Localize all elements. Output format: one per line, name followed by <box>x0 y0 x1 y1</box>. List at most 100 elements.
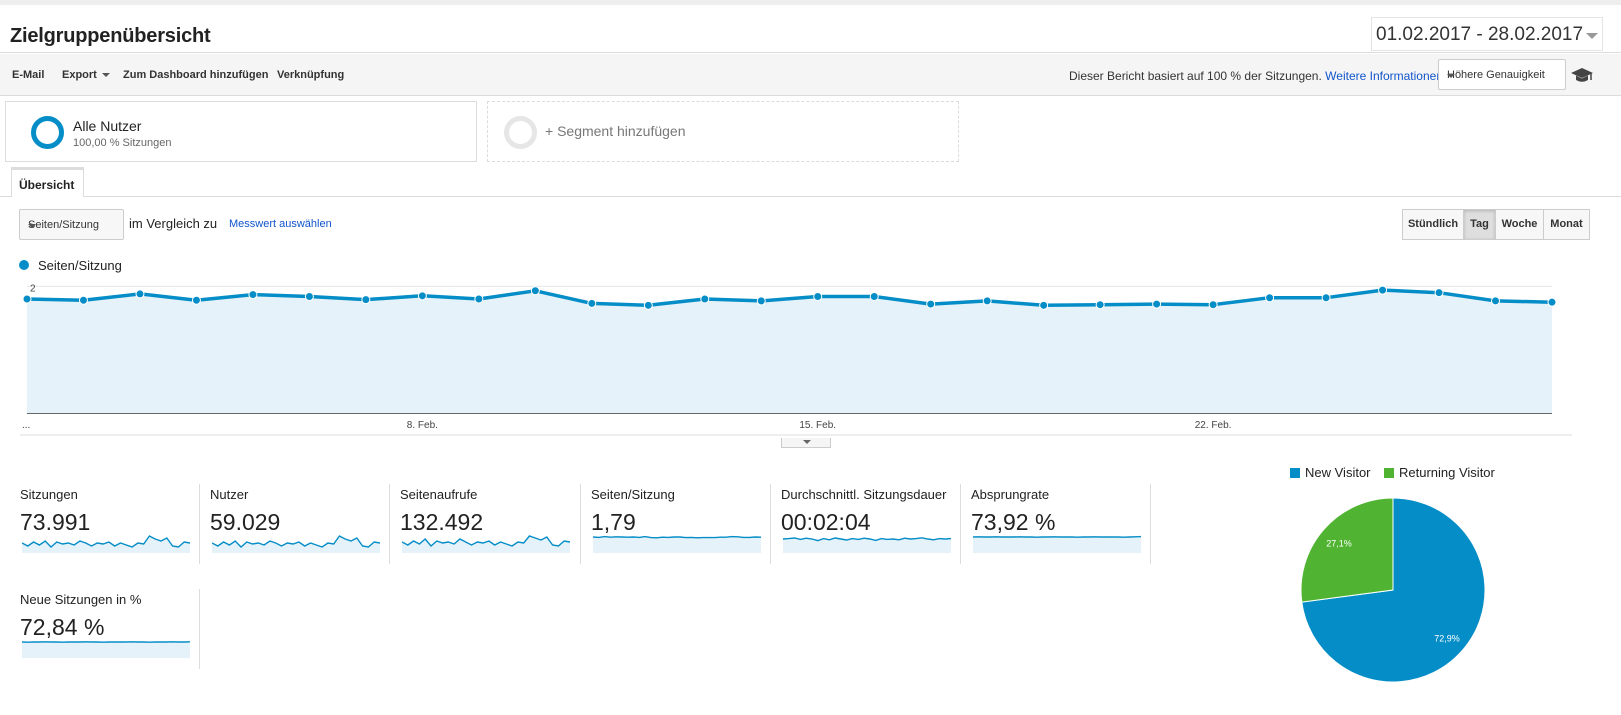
metric-select[interactable]: Seiten/Sitzung <box>19 209 124 240</box>
visitor-type-pie: 72,9% 27,1% <box>1300 497 1486 683</box>
data-point[interactable] <box>474 294 484 304</box>
granularity-month-button[interactable]: Monat <box>1543 209 1590 240</box>
data-point[interactable] <box>417 291 427 301</box>
data-point[interactable] <box>78 295 88 305</box>
scorecard[interactable]: Sitzungen 73.991 <box>20 487 205 569</box>
sparkline-area <box>593 536 761 553</box>
date-range-picker[interactable]: 01.02.2017 - 28.02.2017 <box>1371 17 1603 51</box>
tab-overview[interactable]: Übersicht <box>11 167 84 197</box>
data-point[interactable] <box>530 286 540 296</box>
tab-overview-label: Übersicht <box>19 178 75 192</box>
scorecard[interactable]: Seiten/Sitzung 1,79 <box>591 487 776 569</box>
data-point[interactable] <box>1039 300 1049 310</box>
scorecard-divider <box>1150 484 1151 564</box>
scorecard-label: Seiten/Sitzung <box>591 487 675 502</box>
series-area <box>27 290 1552 413</box>
scorecard-label: Nutzer <box>210 487 249 502</box>
data-point[interactable] <box>1321 293 1331 303</box>
data-point[interactable] <box>869 291 879 301</box>
y-tick-label: 2 <box>30 283 36 294</box>
scorecard-value: 73,92 % <box>971 509 1056 535</box>
scorecard-divider <box>199 589 200 669</box>
pages-per-session-chart: 21 ...8. Feb.15. Feb.22. Feb. <box>20 283 1572 436</box>
data-point[interactable] <box>1095 300 1105 310</box>
date-range-text: 01.02.2017 - 28.02.2017 <box>1376 24 1584 45</box>
x-tick-label: 22. Feb. <box>1195 420 1232 431</box>
x-tick-label: 15. Feb. <box>799 420 836 431</box>
data-point[interactable] <box>248 290 258 300</box>
data-point[interactable] <box>191 295 201 305</box>
data-point[interactable] <box>1491 296 1501 306</box>
sparkline-area <box>402 536 570 553</box>
pie-slice[interactable] <box>1300 497 1394 603</box>
scorecard[interactable]: Seitenaufrufe 132.492 <box>400 487 585 569</box>
pie-legend-new-label: New Visitor <box>1305 465 1371 480</box>
more-info-link[interactable]: Weitere Informationen <box>1325 69 1443 83</box>
granularity-week-button[interactable]: Woche <box>1495 209 1544 240</box>
data-point[interactable] <box>304 291 314 301</box>
data-point[interactable] <box>813 291 823 301</box>
data-point[interactable] <box>926 299 936 309</box>
sparkline-line <box>593 535 761 539</box>
data-point[interactable] <box>587 298 597 308</box>
granularity-hourly-button[interactable]: Stündlich <box>1402 209 1464 240</box>
data-point[interactable] <box>1547 297 1557 307</box>
segment-ring-icon <box>31 116 64 149</box>
scorecard-divider <box>960 484 961 564</box>
scorecard[interactable]: Neue Sitzungen in % 72,84 % <box>20 592 205 674</box>
data-point[interactable] <box>135 289 145 299</box>
chevron-down-icon <box>28 224 36 228</box>
sparkline <box>402 535 570 553</box>
report-header: Zielgruppenübersicht 01.02.2017 - 28.02.… <box>0 5 1621 53</box>
sparkline-area <box>973 536 1141 553</box>
scorecard-divider <box>580 484 581 564</box>
segment-all-users[interactable]: Alle Nutzer 100,00 % Sitzungen <box>5 101 477 162</box>
tab-bar-line <box>0 196 1621 197</box>
shortcut-button[interactable]: Verknüpfung <box>277 69 345 81</box>
data-point[interactable] <box>22 294 32 304</box>
chart-collapse-handle[interactable] <box>781 438 831 448</box>
chevron-down-icon <box>1447 74 1455 78</box>
chevron-down-icon <box>1586 33 1598 39</box>
add-segment-box[interactable]: + Segment hinzufügen <box>487 101 959 162</box>
data-point[interactable] <box>982 296 992 306</box>
pie-data-label: 72,9% <box>1434 633 1460 643</box>
data-point[interactable] <box>1434 288 1444 298</box>
sampling-note: Dieser Bericht basiert auf 100 % der Sit… <box>1069 69 1443 83</box>
scorecard-value: 73.991 <box>20 509 91 535</box>
pie-legend-returning-label: Returning Visitor <box>1399 465 1495 480</box>
pie-data-label: 27,1% <box>1326 539 1352 549</box>
sparkline <box>212 535 380 553</box>
data-point[interactable] <box>1208 300 1218 310</box>
data-point[interactable] <box>1378 285 1388 295</box>
x-tick-label: ... <box>22 420 30 431</box>
scorecard-label: Absprungrate <box>971 487 1050 502</box>
sparkline <box>593 535 761 553</box>
sparkline-area <box>22 641 190 658</box>
email-button[interactable]: E-Mail <box>12 69 45 81</box>
data-point[interactable] <box>1152 299 1162 309</box>
data-point[interactable] <box>643 300 653 310</box>
sparkline <box>973 535 1141 553</box>
graduation-cap-icon[interactable] <box>1570 65 1594 85</box>
scorecard[interactable]: Absprungrate 73,92 % <box>971 487 1156 569</box>
sampling-note-text: Dieser Bericht basiert auf 100 % der Sit… <box>1069 69 1322 83</box>
export-label: Export <box>62 69 97 81</box>
select-metric-link[interactable]: Messwert auswählen <box>229 218 332 230</box>
data-point[interactable] <box>1265 293 1275 303</box>
scorecard[interactable]: Durchschnittl. Sitzungsdauer 00:02:04 <box>781 487 966 569</box>
data-point[interactable] <box>361 295 371 305</box>
accuracy-select[interactable]: Höhere Genauigkeit <box>1438 59 1566 90</box>
legend-swatch <box>1290 468 1300 478</box>
scorecard-value: 1,79 <box>591 509 636 535</box>
scorecard-value: 72,84 % <box>20 614 105 640</box>
data-point[interactable] <box>700 294 710 304</box>
export-button[interactable]: Export <box>62 69 110 81</box>
add-to-dashboard-button[interactable]: Zum Dashboard hinzufügen <box>123 69 269 81</box>
scorecard[interactable]: Nutzer 59.029 <box>210 487 395 569</box>
sparkline-line <box>22 535 190 548</box>
granularity-day-button[interactable]: Tag <box>1463 209 1496 240</box>
data-point[interactable] <box>756 296 766 306</box>
legend-dot <box>19 260 29 270</box>
compare-label: im Vergleich zu <box>129 216 218 231</box>
